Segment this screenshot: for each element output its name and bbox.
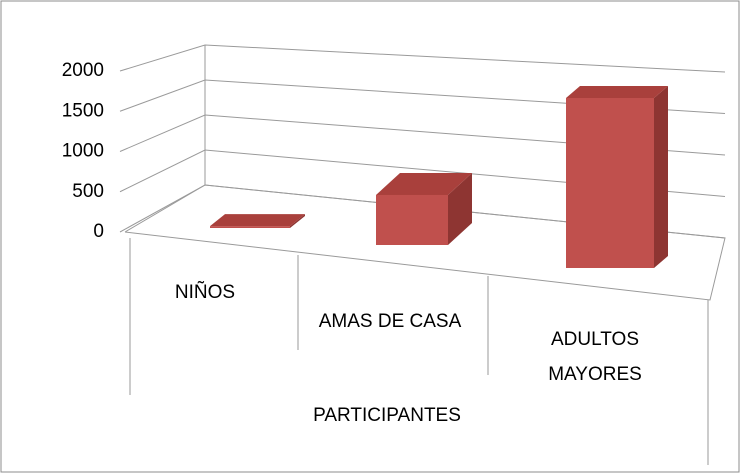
- bar-top: [210, 214, 305, 227]
- bar: [210, 226, 290, 228]
- y-tick-label: 1500: [62, 100, 104, 121]
- grid-line: [119, 149, 726, 197]
- y-tick-label: 0: [93, 221, 104, 242]
- x-tick-label: AMAS DE CASA: [319, 311, 462, 332]
- bar-side: [290, 214, 305, 228]
- x-tick-label-line: MAYORES: [548, 364, 642, 385]
- x-axis-title: PARTICIPANTES: [313, 405, 461, 426]
- bar-side: [448, 172, 472, 245]
- grid-line: [119, 184, 726, 239]
- bar-top: [376, 172, 472, 195]
- bar: [566, 98, 654, 268]
- grid-line: [119, 114, 726, 156]
- x-tick-label: ADULTOS MAYORES: [548, 329, 642, 385]
- grid-line: [119, 79, 726, 114]
- y-tick-label: 1000: [62, 141, 104, 162]
- bar-top: [566, 86, 668, 98]
- x-tick-label-line: ADULTOS: [551, 329, 639, 350]
- y-tick-label: 2000: [62, 60, 104, 81]
- bar-side: [654, 86, 668, 268]
- y-tick-label: 500: [72, 181, 104, 202]
- grid-line: [119, 44, 726, 73]
- bar: [376, 194, 448, 245]
- x-tick-label: NIÑOS: [175, 281, 235, 303]
